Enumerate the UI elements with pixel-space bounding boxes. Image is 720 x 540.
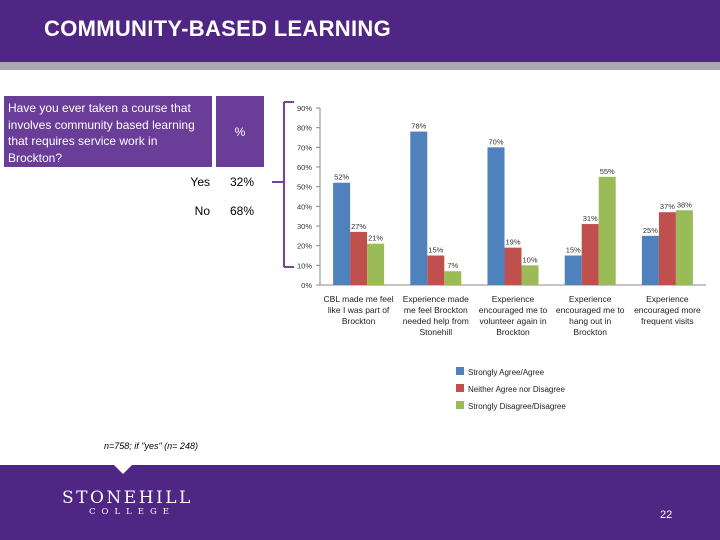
bar [521, 265, 539, 285]
row-value-yes: 32% [230, 175, 255, 189]
legend-swatch [456, 367, 464, 375]
y-tick-label: 0% [301, 281, 312, 290]
y-tick-label: 60% [297, 163, 312, 172]
y-tick-label: 90% [297, 104, 312, 113]
data-label: 78% [411, 122, 426, 131]
category-label: Experience encouraged me to hang out in Bro… [556, 294, 625, 337]
row-label-no: No [194, 204, 210, 218]
survey-chart: 0% 10% 20% 30% 40% 50% 60% 70% 80% 90% 52% 27%21% CB… [272, 101, 706, 411]
category-label: Experience encouraged me to volunteer agai… [479, 294, 548, 337]
bar [658, 212, 676, 285]
page-title: COMMUNITY-BASED LEARNING [44, 16, 391, 41]
bar [675, 210, 693, 285]
header-rule [0, 62, 720, 70]
legend-label: Strongly Agree/Agree [468, 368, 545, 377]
bar [427, 255, 445, 285]
legend-label: Strongly Disagree/Disagree [468, 402, 566, 411]
data-label: 15% [566, 246, 581, 255]
data-label: 55% [600, 167, 615, 176]
bar [564, 255, 582, 285]
data-label: 15% [428, 246, 443, 255]
y-tick-label: 70% [297, 143, 312, 152]
category-label: Experience made me feel Brockton needed he… [403, 294, 469, 337]
y-tick-label: 80% [297, 124, 312, 133]
legend-label: Neither Agree nor Disagree [468, 385, 565, 394]
category-label: Experience encouraged more frequent visits [634, 294, 701, 326]
y-tick-label: 50% [297, 183, 312, 192]
data-label: 38% [677, 200, 692, 209]
row-label-yes: Yes [190, 175, 210, 189]
bar [641, 235, 659, 285]
college-logo-subtitle: COLLEGE [89, 507, 175, 517]
data-label: 27% [351, 222, 366, 231]
header-bar [0, 0, 720, 62]
data-label: 21% [368, 234, 383, 243]
bar [410, 131, 428, 285]
bar [444, 271, 462, 285]
bar [504, 247, 522, 285]
bar [367, 243, 385, 285]
bar [487, 147, 505, 285]
y-tick-label: 10% [297, 261, 312, 270]
data-label: 52% [334, 173, 349, 182]
data-label: 25% [643, 226, 658, 235]
category-label: CBL made me feel like I was part of Brockt… [324, 294, 394, 326]
legend-swatch [456, 384, 464, 392]
data-label: 19% [505, 238, 520, 247]
y-tick-label: 30% [297, 222, 312, 231]
legend-swatch [456, 401, 464, 409]
y-tick-label: 40% [297, 202, 312, 211]
college-logo: STONEHILL [62, 488, 193, 508]
sample-note: n=758; if "yes" (n= 248) [104, 441, 198, 451]
data-label: 7% [447, 261, 458, 270]
data-label: 31% [583, 214, 598, 223]
bar [581, 224, 599, 285]
page-number: 22 [660, 509, 673, 521]
bar [350, 231, 368, 285]
footer-notch [114, 465, 132, 474]
question-cell: Have you ever taken a course that involv… [4, 96, 212, 167]
data-label: 10% [522, 255, 537, 264]
percent-header: % [216, 96, 264, 167]
bar [333, 182, 351, 285]
y-tick-label: 20% [297, 242, 312, 251]
bar [598, 176, 616, 285]
row-value-no: 68% [230, 204, 255, 218]
data-label: 37% [660, 202, 675, 211]
footer-bar [0, 465, 720, 540]
data-label: 70% [488, 137, 503, 146]
